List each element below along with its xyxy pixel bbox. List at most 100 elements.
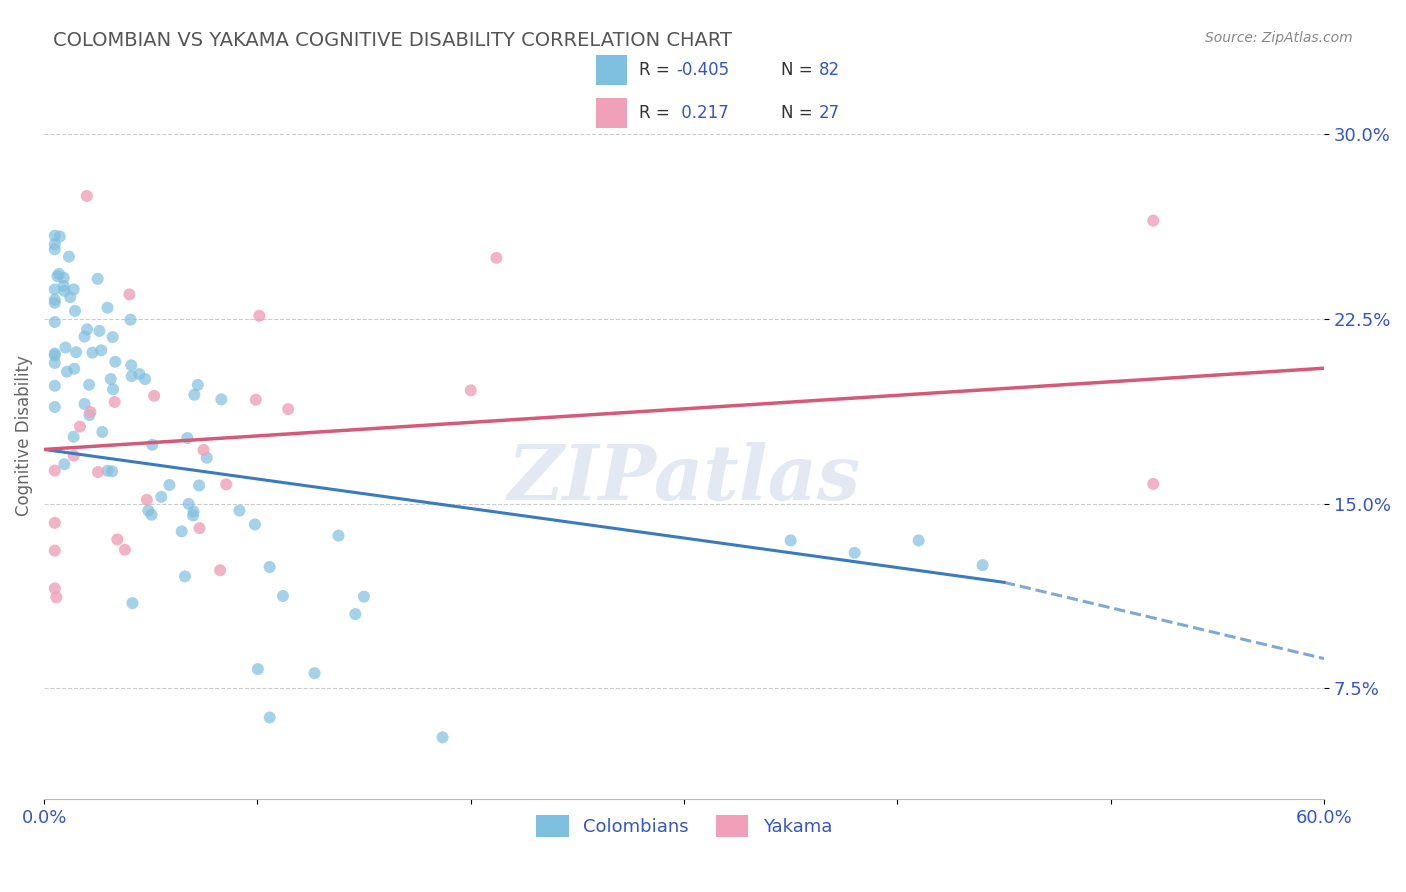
Point xyxy=(44,582,66,596)
Point xyxy=(69,419,91,434)
Point xyxy=(52,270,75,285)
Point xyxy=(44,464,66,478)
Point xyxy=(63,361,86,376)
Point xyxy=(141,508,163,522)
Point xyxy=(86,272,108,286)
Point xyxy=(65,345,87,359)
Point xyxy=(353,590,375,604)
Point xyxy=(100,372,122,386)
Text: ZIPatlas: ZIPatlas xyxy=(508,442,860,516)
Point xyxy=(135,492,157,507)
Point xyxy=(73,397,96,411)
Point xyxy=(76,189,98,203)
Point xyxy=(907,533,929,548)
Point xyxy=(121,596,143,610)
Point xyxy=(79,405,101,419)
Point xyxy=(259,710,281,724)
Point xyxy=(49,229,72,244)
Point xyxy=(183,504,205,518)
Point xyxy=(246,662,269,676)
Point xyxy=(97,464,120,478)
Point xyxy=(277,402,299,417)
Point xyxy=(44,356,66,370)
Point xyxy=(77,377,100,392)
Point xyxy=(177,497,200,511)
Point xyxy=(44,282,66,296)
Point xyxy=(432,731,454,745)
Point xyxy=(209,392,232,407)
Point xyxy=(101,330,124,344)
FancyBboxPatch shape xyxy=(596,98,627,128)
Point xyxy=(56,365,79,379)
Point xyxy=(128,367,150,381)
Point xyxy=(170,524,193,539)
Point xyxy=(228,503,250,517)
Point xyxy=(44,228,66,243)
Y-axis label: Cognitive Disability: Cognitive Disability xyxy=(15,356,32,516)
Point xyxy=(779,533,801,548)
Point xyxy=(120,359,142,373)
Point xyxy=(328,528,350,542)
Point xyxy=(259,560,281,574)
FancyBboxPatch shape xyxy=(596,55,627,85)
Point xyxy=(101,382,124,396)
Point xyxy=(460,384,482,398)
Point xyxy=(79,408,101,422)
Point xyxy=(188,521,211,535)
Point xyxy=(96,301,118,315)
Point xyxy=(193,442,215,457)
Point xyxy=(44,295,66,310)
Point xyxy=(89,324,111,338)
Point xyxy=(44,348,66,362)
Text: N =: N = xyxy=(782,61,818,78)
Point xyxy=(44,346,66,360)
Text: -0.405: -0.405 xyxy=(676,61,730,78)
Point xyxy=(82,345,104,359)
Point xyxy=(58,250,80,264)
Point xyxy=(53,457,76,471)
Point xyxy=(1142,476,1164,491)
Point xyxy=(44,293,66,307)
Point xyxy=(1142,213,1164,227)
Point xyxy=(243,517,266,532)
Point xyxy=(304,666,326,681)
Point xyxy=(181,508,204,523)
Text: R =: R = xyxy=(640,61,675,78)
Point xyxy=(159,478,181,492)
Point xyxy=(844,546,866,560)
Point xyxy=(247,309,270,323)
Point xyxy=(73,329,96,343)
Point xyxy=(972,558,994,573)
Point xyxy=(141,438,163,452)
Point xyxy=(104,395,127,409)
Point xyxy=(76,322,98,336)
Point xyxy=(101,464,124,478)
Point xyxy=(121,369,143,384)
Point xyxy=(59,290,82,304)
Point xyxy=(195,450,218,465)
Point xyxy=(44,242,66,256)
Point xyxy=(138,503,160,517)
Point xyxy=(52,279,75,293)
Point xyxy=(187,378,209,392)
Point xyxy=(215,477,238,491)
Point xyxy=(44,315,66,329)
Point xyxy=(44,516,66,530)
Point xyxy=(90,343,112,358)
Text: N =: N = xyxy=(782,103,818,121)
Point xyxy=(46,269,69,284)
Point xyxy=(114,542,136,557)
Point xyxy=(63,304,86,318)
Point xyxy=(104,355,127,369)
Point xyxy=(48,267,70,281)
Text: 27: 27 xyxy=(818,103,839,121)
Text: Source: ZipAtlas.com: Source: ZipAtlas.com xyxy=(1205,31,1353,45)
Point xyxy=(209,563,232,577)
Point xyxy=(134,372,156,386)
Text: COLOMBIAN VS YAKAMA COGNITIVE DISABILITY CORRELATION CHART: COLOMBIAN VS YAKAMA COGNITIVE DISABILITY… xyxy=(53,31,733,50)
Point xyxy=(105,533,128,547)
Point xyxy=(62,282,84,296)
Point xyxy=(44,400,66,414)
Point xyxy=(45,591,67,605)
Point xyxy=(62,449,84,463)
